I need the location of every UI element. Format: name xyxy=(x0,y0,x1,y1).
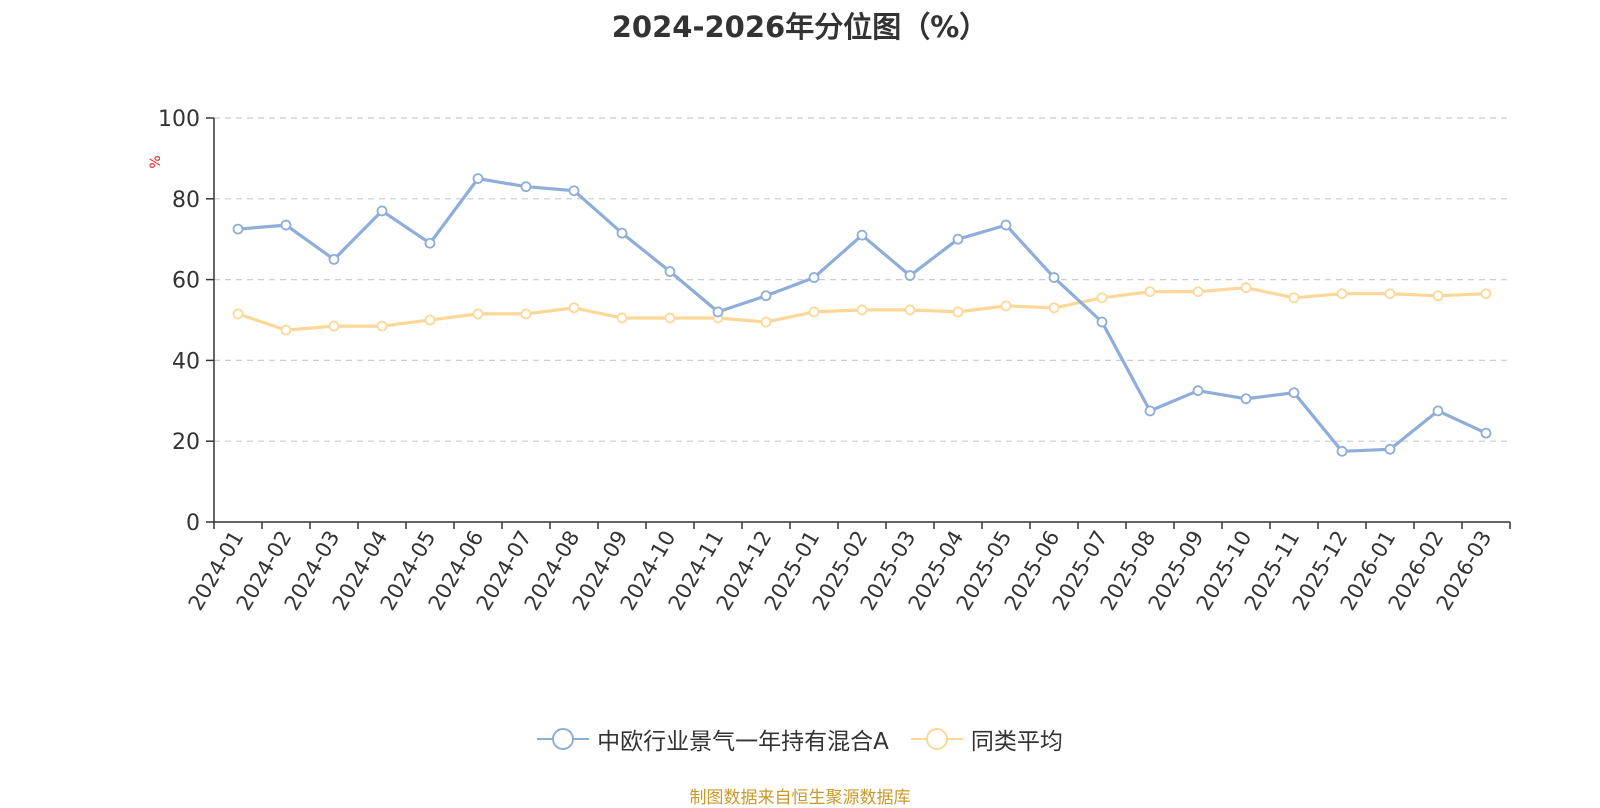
y-tick-label: 60 xyxy=(172,269,200,294)
data-point-0 xyxy=(232,223,244,235)
data-point-0 xyxy=(1288,387,1300,399)
data-point-1 xyxy=(568,302,580,314)
data-point-0 xyxy=(1336,445,1348,457)
data-point-0 xyxy=(1432,405,1444,417)
data-point-1 xyxy=(232,308,244,320)
data-point-1 xyxy=(1144,286,1156,298)
data-point-0 xyxy=(280,219,292,231)
data-point-0 xyxy=(520,181,532,193)
y-tick-label: 80 xyxy=(172,188,200,213)
data-point-0 xyxy=(1384,443,1396,455)
data-point-0 xyxy=(1480,427,1492,439)
data-point-0 xyxy=(568,185,580,197)
data-point-0 xyxy=(664,266,676,277)
data-point-1 xyxy=(1192,286,1204,298)
data-point-0 xyxy=(1144,405,1156,417)
data-point-1 xyxy=(472,308,484,320)
data-point-0 xyxy=(1192,385,1204,397)
data-point-0 xyxy=(712,306,724,318)
data-point-0 xyxy=(376,205,388,217)
data-point-1 xyxy=(376,320,388,332)
data-point-0 xyxy=(472,173,484,185)
grid-lines xyxy=(214,117,1510,442)
data-point-0 xyxy=(904,270,916,281)
data-point-1 xyxy=(1288,292,1300,304)
data-point-0 xyxy=(1240,393,1252,405)
data-point-0 xyxy=(856,229,868,241)
data-point-0 xyxy=(1096,316,1108,328)
legend-item-average[interactable]: 同类平均 xyxy=(910,722,1063,756)
data-point-1 xyxy=(616,312,628,324)
data-point-1 xyxy=(1480,288,1492,300)
data-point-1 xyxy=(1384,288,1396,300)
data-point-1 xyxy=(1432,290,1444,302)
chart-title: 2024-2026年分位图（%） xyxy=(611,10,989,44)
legend-swatch-average xyxy=(910,728,963,750)
data-point-1 xyxy=(1000,300,1012,312)
data-point-1 xyxy=(856,304,868,316)
legend: 中欧行业景气一年持有混合A 同类平均 xyxy=(0,722,1600,756)
data-point-1 xyxy=(280,324,292,336)
y-tick-label: 0 xyxy=(186,511,200,536)
data-point-0 xyxy=(952,233,964,245)
data-point-0 xyxy=(760,290,772,302)
data-point-0 xyxy=(808,272,820,283)
y-tick-label: 20 xyxy=(172,430,200,455)
data-point-1 xyxy=(1336,288,1348,300)
data-point-0 xyxy=(424,237,436,249)
data-point-0 xyxy=(1000,219,1012,231)
data-point-0 xyxy=(616,227,628,239)
data-point-1 xyxy=(328,320,340,332)
legend-item-fund[interactable]: 中欧行业景气一年持有混合A xyxy=(537,722,889,756)
data-point-1 xyxy=(904,304,916,316)
y-axis-unit: % xyxy=(148,155,164,168)
data-point-1 xyxy=(760,316,772,328)
y-tick-label: 40 xyxy=(172,349,200,374)
legend-label-fund: 中欧行业景气一年持有混合A xyxy=(597,729,889,755)
data-point-1 xyxy=(1096,292,1108,304)
series-layer xyxy=(232,173,1492,457)
data-point-1 xyxy=(952,306,964,318)
data-point-1 xyxy=(424,314,436,326)
data-point-1 xyxy=(664,312,676,324)
data-point-1 xyxy=(1240,282,1252,294)
source-note: 制图数据来自恒生聚源数据库 xyxy=(689,788,911,808)
data-point-0 xyxy=(328,253,340,265)
data-point-0 xyxy=(1048,272,1060,283)
data-point-1 xyxy=(808,306,820,318)
legend-label-average: 同类平均 xyxy=(970,729,1063,755)
data-point-1 xyxy=(520,308,532,320)
legend-swatch-fund xyxy=(537,728,590,750)
data-point-1 xyxy=(1048,302,1060,314)
y-tick-label: 100 xyxy=(158,107,200,132)
